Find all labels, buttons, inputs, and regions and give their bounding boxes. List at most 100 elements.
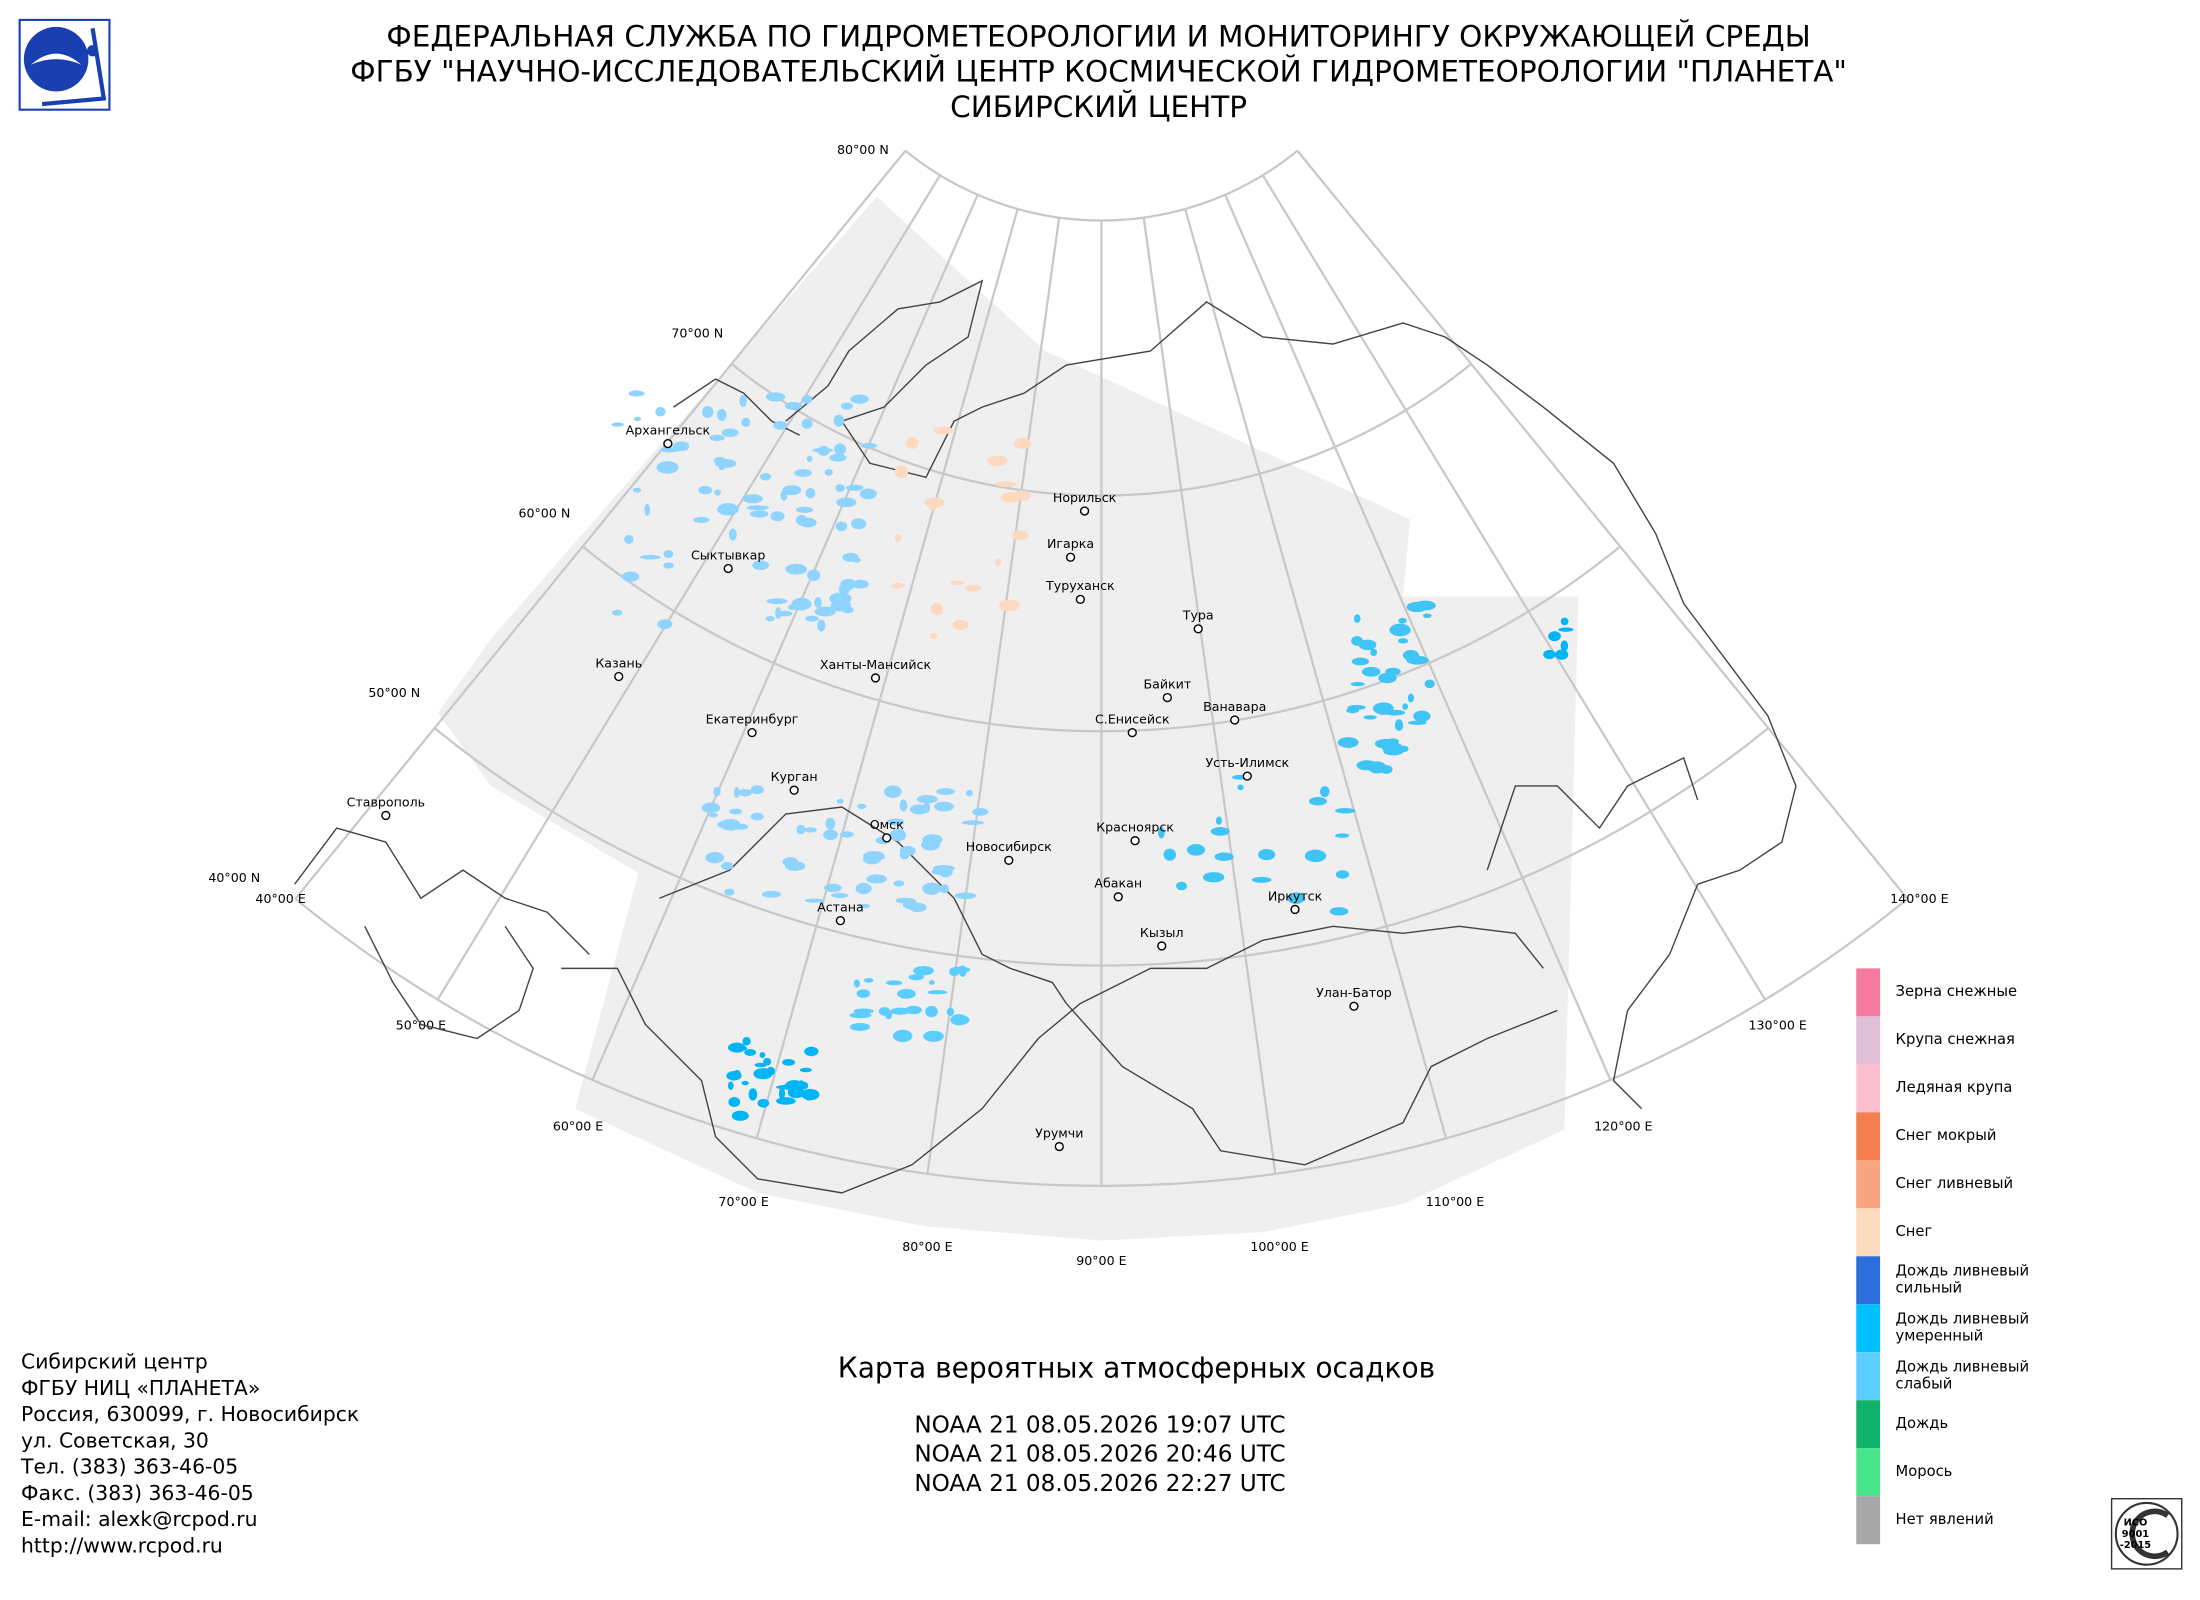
precip-patch [1014,437,1032,449]
city-marker [1130,836,1140,846]
precip-patch [705,852,725,864]
precip-patch [750,785,764,795]
city-marker [1127,728,1137,738]
precip-patch [853,979,861,988]
precip-patch [892,1029,913,1043]
precip-patch [905,436,919,449]
precip-patch [841,402,853,410]
contact-line: Сибирский центр [21,1350,208,1374]
badge-text: 9001 [2122,1529,2149,1540]
precip-patch [1424,679,1435,689]
longitude-label: 100°00 E [1250,1239,1308,1254]
legend-swatch [1856,1496,1881,1545]
precip-patch [1353,614,1361,623]
precip-patch [784,861,806,871]
parallel [433,727,1769,967]
precip-patch [866,874,887,884]
precip-patch [1346,707,1360,714]
precip-patch [932,865,955,872]
city-label: Игарка [1047,536,1094,551]
precip-patch [852,557,861,563]
precip-patch [1413,710,1431,722]
precip-patch [850,394,869,404]
precip-patch [717,820,734,829]
precip-patch [824,469,833,476]
precip-patch [925,1005,938,1018]
header-line: СИБИРСКИЙ ЦЕНТР [950,89,1247,124]
precip-patch [655,406,666,417]
longitude-label: 120°00 E [1594,1118,1652,1133]
city-label: Екатеринбург [706,712,799,727]
precip-patch [698,486,713,495]
city-marker [1290,904,1300,915]
precip-patch [788,604,797,611]
precip-patch [995,558,1002,567]
precip-patch [794,469,812,477]
precip-patch [770,511,785,522]
precip-patch [859,488,877,500]
precip-patch [829,453,847,462]
precip-patch [908,974,925,981]
precip-patch [1555,649,1569,660]
precip-patch [817,619,826,632]
precip-patch [856,989,871,998]
precip-patch [663,562,674,569]
legend-label: Дождь ливневый [1896,1311,2029,1328]
longitude-label: 110°00 E [1426,1194,1484,1209]
precip-patch [807,569,821,582]
legend-label: Ледяная крупа [1896,1079,2013,1096]
city-label: Туруханск [1045,578,1115,593]
precip-patch [1406,655,1429,665]
parallel [294,897,1909,1187]
precip-patch [731,1110,749,1121]
precip-patch [657,619,673,630]
meridian [436,174,941,1001]
precip-patch [1337,737,1359,748]
precip-patch [656,461,679,474]
precip-patch [972,808,989,816]
city-label: Сыктывкар [691,547,765,562]
precip-patch [853,1008,874,1014]
parallel [904,149,1299,222]
precip-patch [720,862,734,871]
precip-patch [909,804,930,815]
precip-patch [726,1071,742,1081]
precip-patch [782,485,802,496]
precip-patch [987,455,1008,467]
precip-patch [878,1007,891,1016]
meridian [591,194,979,1081]
precip-patch [1398,617,1407,624]
meridian [1184,208,1448,1139]
precip-patch [799,1067,812,1073]
precip-patch [884,785,902,798]
precip-patch [702,406,714,418]
precip-patch [1361,666,1381,677]
iso-badge [2110,1498,2183,1570]
legend-swatch [1856,1016,1881,1065]
precip-patch [1560,617,1569,626]
precip-patch [611,422,624,427]
precip-patch [804,898,824,903]
precip-patch [823,883,842,893]
city-marker [1075,594,1085,604]
precip-patch [995,481,1017,487]
precip-patch [752,560,770,571]
precip-patch [838,584,851,595]
precip-patch [1304,849,1327,863]
precip-patch [741,417,751,427]
precip-patch [954,892,977,900]
longitude-label: 130°00 E [1748,1017,1806,1032]
precip-patch [717,503,739,516]
precip-patch [949,967,960,977]
map-title: Карта вероятных атмосферных осадков [838,1352,1435,1385]
city-label: Курган [771,769,818,784]
precip-patch [930,602,944,616]
legend-label: Дождь ливневый [1896,1263,2029,1280]
coastlines [294,279,1797,1194]
precip-patch [1378,672,1397,684]
legend-swatch [1856,1208,1881,1257]
legend-label: Снег ливневый [1896,1175,2014,1192]
city-marker [723,563,733,574]
precip-patch [1258,848,1276,861]
